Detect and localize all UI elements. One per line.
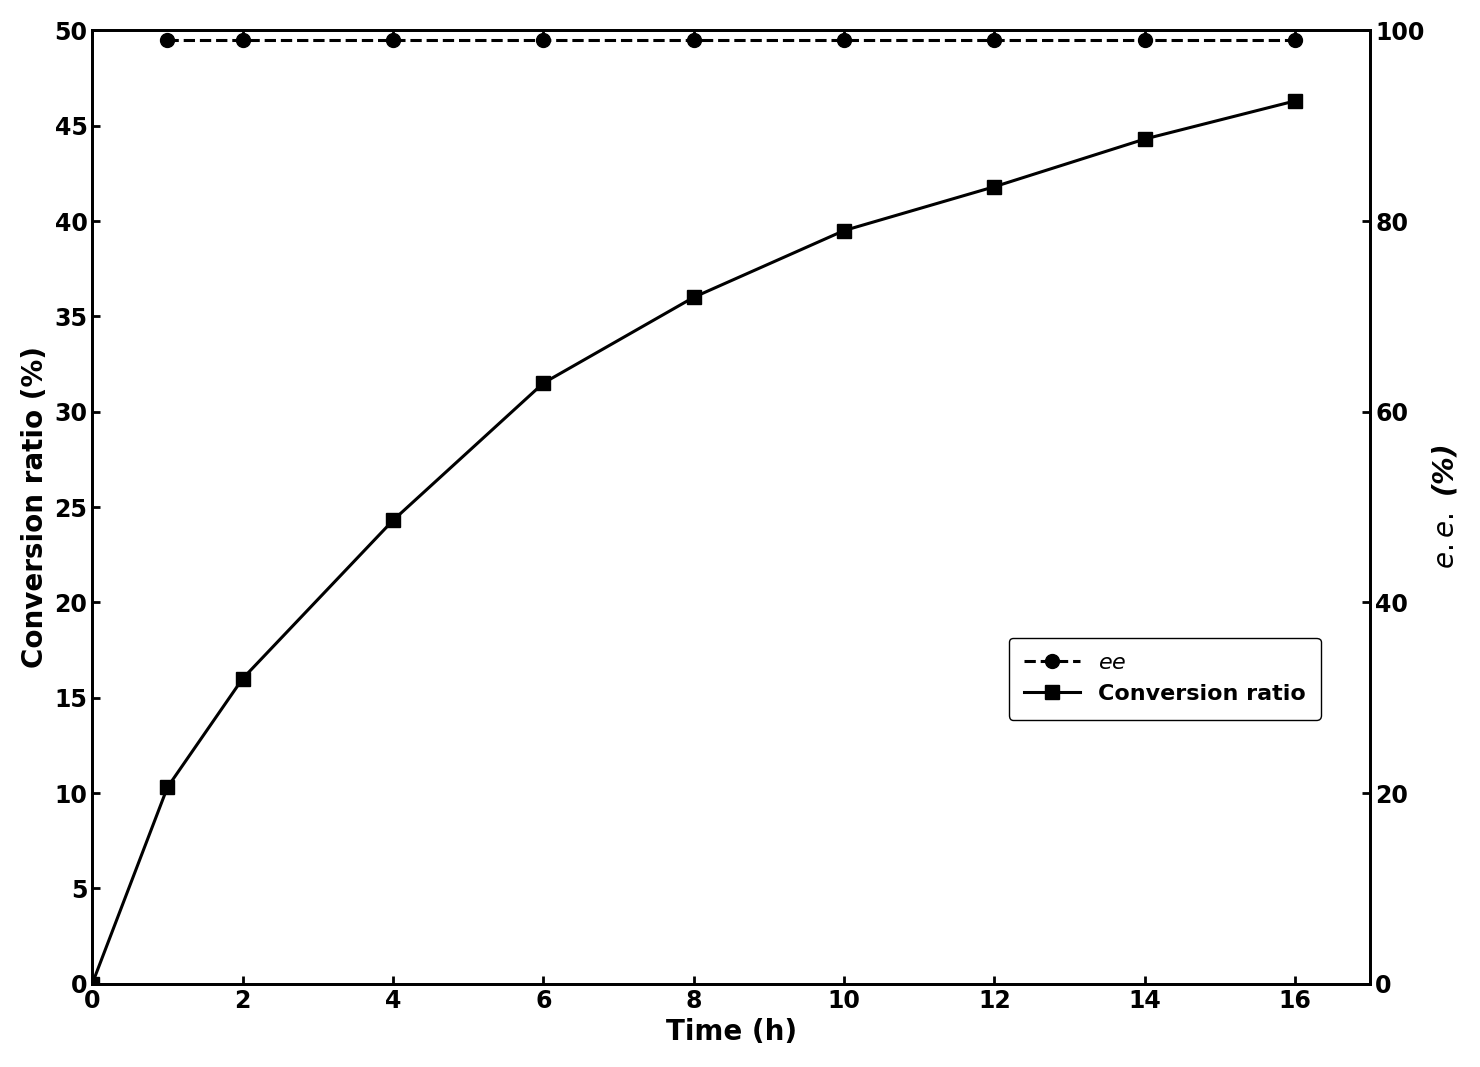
Legend: $ee$, Conversion ratio: $ee$, Conversion ratio: [1009, 638, 1322, 720]
Y-axis label: Conversion ratio (%): Conversion ratio (%): [21, 346, 49, 668]
X-axis label: Time (h): Time (h): [666, 1018, 796, 1046]
Y-axis label: $e.e.$ (%): $e.e.$ (%): [1430, 445, 1459, 570]
